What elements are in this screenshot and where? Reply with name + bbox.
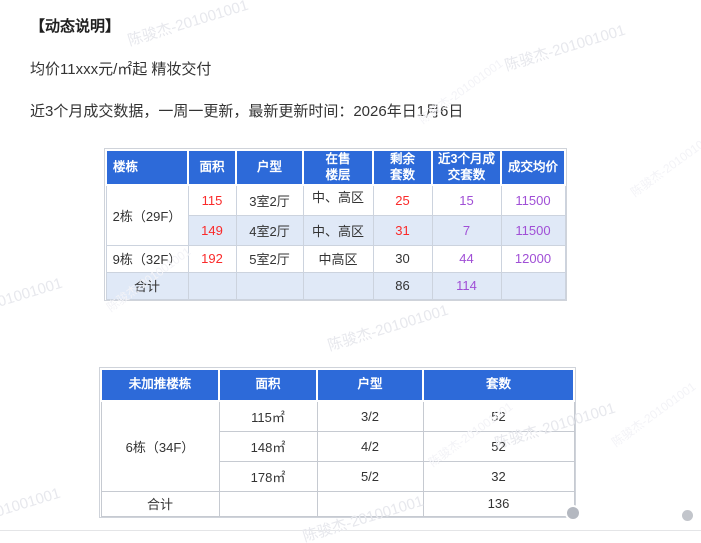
col-header-area: 面积 (218, 368, 318, 402)
col-header-recent-deals: 近3个月成 交套数 (431, 148, 502, 187)
cell-layout: 5室2厅 (235, 244, 304, 273)
table-row: 2栋（29F） 115 3室2厅 中、高区 25 15 11500 (105, 184, 566, 246)
cell-units: 52 (422, 400, 575, 432)
cell-empty (302, 271, 374, 300)
cell-total-label: 合计 (100, 490, 220, 517)
price-line: 均价11xxx元/㎡起 精妆交付 (30, 61, 212, 78)
cell-layout: 5/2 (316, 460, 424, 492)
cell-building: 2栋（29F） (105, 184, 189, 246)
cell-units: 52 (422, 430, 575, 462)
on-sale-table: 楼栋 面积 户型 在售 楼层 剩余 套数 近3个月成 交套数 成交均价 2栋（2… (104, 148, 567, 301)
watermark-text-faint: 陈骏杰-201001001 (609, 379, 699, 450)
col-header-unreleased-building: 未加推楼栋 (100, 368, 220, 402)
cell-layout: 3室2厅 (235, 184, 304, 216)
watermark-text: 陈骏杰-201001001 (502, 21, 628, 75)
cell-empty (235, 271, 304, 300)
table-total-row: 合计 86 114 (105, 271, 566, 300)
watermark-text: 陈骏杰-201001001 (125, 0, 251, 50)
col-header-avg-price: 成交均价 (500, 148, 566, 187)
cell-remaining: 25 (372, 184, 433, 216)
watermark-text-faint: 陈骏杰-201001001 (628, 129, 701, 200)
col-header-layout: 户型 (316, 368, 424, 402)
col-header-area: 面积 (187, 148, 237, 187)
table-header-row: 未加推楼栋 面积 户型 套数 (100, 368, 575, 402)
table-row: 149 4室2厅 中、高区 31 7 11500 (106, 214, 566, 246)
cell-area: 192 (187, 244, 237, 273)
cell-total-label: 合计 (105, 271, 189, 300)
cell-area: 149 (187, 214, 237, 246)
table-row: 9栋（32F） 192 5室2厅 中高区 30 44 12000 (105, 244, 566, 273)
cell-remaining: 30 (372, 244, 433, 273)
cell-recent-deals: 15 (431, 184, 502, 216)
table-total-row: 合计 136 (100, 490, 575, 517)
update-time-line: 近3个月成交数据，一周一更新，最新更新时间：2026年日1月6日 (30, 103, 464, 120)
cell-recent-deals: 7 (431, 214, 502, 246)
cell-total-units: 136 (422, 490, 575, 517)
cell-avg-price: 12000 (500, 244, 566, 273)
cell-recent-deals: 44 (431, 244, 502, 273)
scroll-indicator-dot[interactable] (682, 510, 693, 521)
cell-layout: 4室2厅 (235, 214, 304, 246)
watermark-text: 陈骏杰-201001001 (325, 301, 451, 355)
table-row: 6栋（34F） 115㎡ 3/2 52 (100, 400, 575, 492)
unreleased-table: 未加推楼栋 面积 户型 套数 6栋（34F） 115㎡ 3/2 52 148㎡ … (99, 367, 576, 518)
cell-building: 6栋（34F） (100, 400, 220, 492)
cell-floors: 中、高区 (302, 184, 374, 216)
watermark-text: 陈骏杰-201001001 (0, 274, 65, 328)
cell-remaining: 31 (372, 214, 433, 246)
cell-units: 32 (422, 460, 575, 492)
cell-empty (218, 490, 318, 517)
page-bottom-divider (0, 530, 701, 531)
table-resize-handle[interactable] (567, 507, 579, 519)
cell-area: 178㎡ (218, 460, 318, 492)
col-header-floors: 在售 楼层 (302, 148, 374, 187)
cell-floors: 中、高区 (302, 214, 374, 246)
cell-floors: 中高区 (302, 244, 374, 273)
col-header-layout: 户型 (235, 148, 304, 187)
cell-total-recent-deals: 114 (431, 271, 502, 300)
cell-layout: 4/2 (316, 430, 424, 462)
cell-layout: 3/2 (316, 400, 424, 432)
section-title: 【动态说明】 (30, 18, 121, 35)
cell-total-remaining: 86 (372, 271, 433, 300)
col-header-units: 套数 (422, 368, 575, 402)
cell-area: 115㎡ (218, 400, 318, 432)
cell-empty (316, 490, 424, 517)
cell-avg-price: 11500 (500, 214, 566, 246)
col-header-remaining: 剩余 套数 (372, 148, 433, 187)
table-header-row: 楼栋 面积 户型 在售 楼层 剩余 套数 近3个月成 交套数 成交均价 (105, 148, 566, 187)
cell-avg-price: 11500 (500, 184, 566, 216)
cell-building: 9栋（32F） (105, 244, 189, 273)
col-header-building: 楼栋 (105, 148, 189, 187)
table-row: 148㎡ 4/2 52 (101, 430, 575, 462)
cell-area: 148㎡ (218, 430, 318, 462)
cell-empty (500, 271, 566, 300)
cell-area: 115 (187, 184, 237, 216)
cell-empty (187, 271, 237, 300)
